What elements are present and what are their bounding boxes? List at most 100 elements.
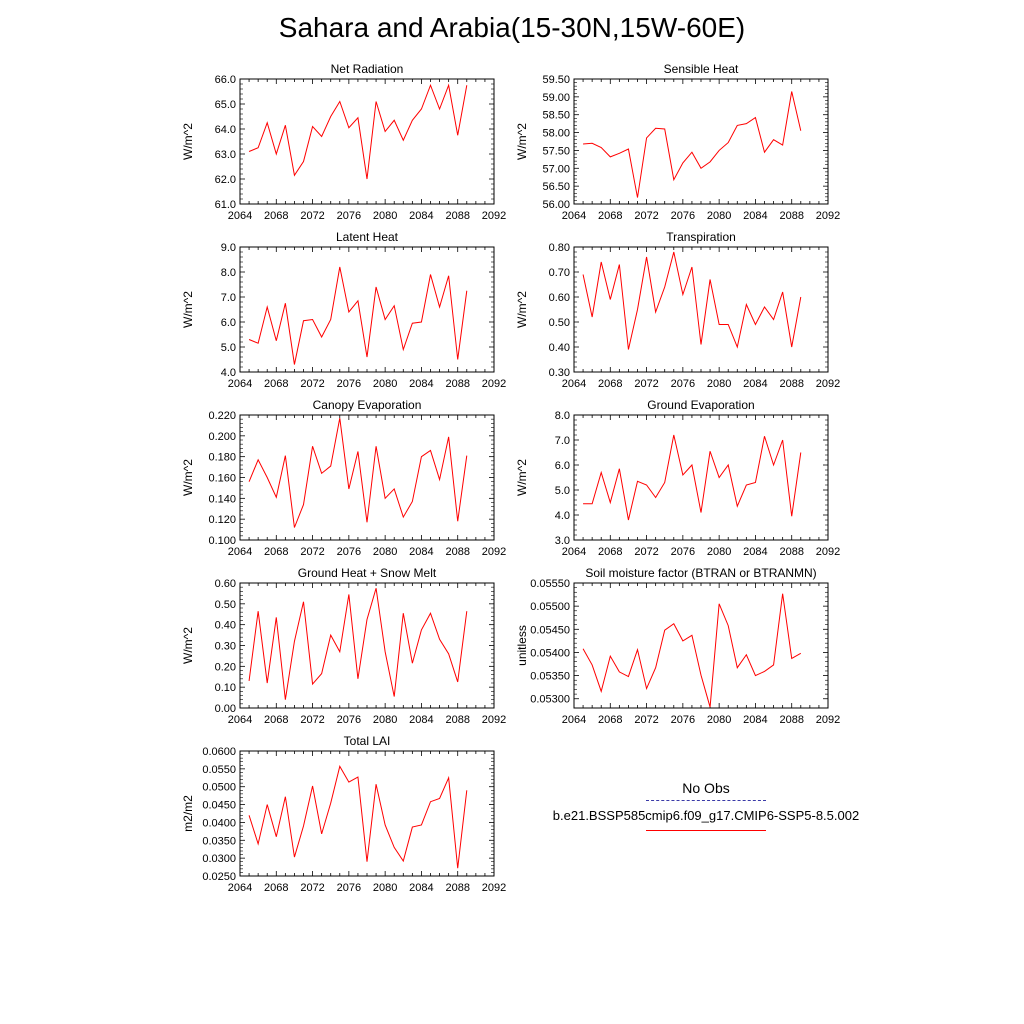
y-tick-label: 65.0 — [215, 99, 236, 111]
x-tick-label: 2068 — [264, 378, 288, 390]
x-tick-label: 2072 — [634, 546, 658, 558]
y-tick-label: 0.30 — [549, 367, 570, 379]
chart-title: Ground Heat + Snow Melt — [298, 566, 437, 580]
x-tick-label: 2064 — [228, 882, 252, 894]
x-tick-label: 2068 — [598, 714, 622, 726]
y-tick-label: 7.0 — [555, 435, 570, 447]
x-tick-label: 2072 — [300, 546, 324, 558]
page-title: Sahara and Arabia(15-30N,15W-60E) — [278, 12, 746, 43]
x-tick-label: 2080 — [373, 714, 397, 726]
x-tick-label: 2064 — [228, 546, 252, 558]
x-tick-label: 2076 — [671, 546, 695, 558]
chart-panel-4: Transpiration W/m^2 2064 2068 2072 2076 2080 20… — [515, 230, 840, 390]
x-tick-label: 2080 — [707, 378, 731, 390]
y-tick-label: 0.05500 — [530, 601, 570, 613]
x-tick-label: 2064 — [562, 714, 586, 726]
chart-title: Soil moisture factor (BTRAN or BTRANMN) — [585, 566, 816, 580]
data-series-line — [248, 83, 468, 180]
y-tick-label: 5.0 — [555, 485, 570, 497]
y-tick-label: 0.70 — [549, 267, 570, 279]
x-tick-label: 2080 — [707, 714, 731, 726]
y-tick-label: 0.0550 — [202, 764, 236, 776]
y-tick-label: 57.00 — [542, 163, 570, 175]
y-tick-label: 0.0500 — [202, 782, 236, 794]
y-tick-label: 9.0 — [221, 242, 236, 254]
x-tick-label: 2076 — [671, 210, 695, 222]
x-tick-label: 2084 — [743, 714, 767, 726]
x-tick-label: 2064 — [562, 378, 586, 390]
y-tick-label: 56.50 — [542, 181, 570, 193]
y-tick-label: 8.0 — [221, 267, 236, 279]
chart-title: Sensible Heat — [664, 62, 739, 76]
y-tick-label: 61.0 — [215, 199, 236, 211]
x-tick-label: 2080 — [373, 546, 397, 558]
chart-panel-9: Total LAI m2/m2 2064 2068 2072 2076 2080 2084 20… — [181, 734, 506, 894]
y-tick-label: 0.10 — [215, 682, 236, 694]
y-tick-label: 0.120 — [208, 514, 236, 526]
y-tick-label: 0.20 — [215, 661, 236, 673]
data-series-line — [583, 434, 802, 521]
y-axis-label: W/m^2 — [515, 291, 529, 328]
y-tick-label: 56.00 — [542, 199, 570, 211]
x-tick-label: 2072 — [300, 714, 324, 726]
x-tick-label: 2084 — [743, 546, 767, 558]
y-tick-label: 0.05550 — [530, 578, 570, 590]
x-tick-label: 2088 — [445, 210, 469, 222]
x-tick-label: 2080 — [707, 546, 731, 558]
y-tick-label: 5.0 — [221, 342, 236, 354]
x-tick-label: 2080 — [373, 210, 397, 222]
x-tick-label: 2080 — [373, 378, 397, 390]
data-series-line — [248, 588, 468, 700]
y-tick-label: 0.05450 — [530, 624, 570, 636]
y-axis-label: W/m^2 — [181, 291, 195, 328]
chart-title: Transpiration — [666, 230, 736, 244]
y-axis-label: m2/m2 — [181, 795, 195, 832]
x-tick-label: 2064 — [228, 378, 252, 390]
y-axis-label: W/m^2 — [181, 459, 195, 496]
x-tick-label: 2092 — [816, 546, 840, 558]
x-tick-label: 2092 — [482, 714, 506, 726]
data-series-line — [248, 765, 468, 869]
y-tick-label: 0.0300 — [202, 853, 236, 865]
y-tick-label: 63.0 — [215, 149, 236, 161]
x-tick-label: 2068 — [264, 210, 288, 222]
y-tick-label: 6.0 — [555, 460, 570, 472]
x-tick-label: 2088 — [445, 882, 469, 894]
chart-panel-1: Net Radiation W/m^2 2064 2068 2072 2076 2080 20… — [181, 62, 506, 222]
y-tick-label: 58.50 — [542, 110, 570, 122]
x-tick-label: 2084 — [409, 210, 433, 222]
plot-frame — [573, 246, 829, 373]
x-tick-label: 2084 — [743, 210, 767, 222]
data-series-line — [248, 418, 468, 528]
y-tick-label: 0.40 — [549, 342, 570, 354]
y-tick-label: 66.0 — [215, 74, 236, 86]
x-tick-label: 2092 — [816, 714, 840, 726]
x-tick-label: 2064 — [562, 546, 586, 558]
y-tick-label: 0.50 — [549, 317, 570, 329]
y-tick-label: 8.0 — [555, 410, 570, 422]
y-tick-label: 0.05400 — [530, 647, 570, 659]
y-tick-label: 62.0 — [215, 174, 236, 186]
x-tick-label: 2072 — [300, 882, 324, 894]
x-tick-label: 2072 — [634, 378, 658, 390]
x-tick-label: 2092 — [482, 546, 506, 558]
x-tick-label: 2092 — [816, 210, 840, 222]
chart-title: Canopy Evaporation — [313, 398, 422, 412]
y-axis-label: W/m^2 — [515, 459, 529, 496]
y-tick-label: 0.05350 — [530, 671, 570, 683]
x-tick-label: 2068 — [598, 210, 622, 222]
chart-title: Net Radiation — [331, 62, 404, 76]
x-tick-label: 2084 — [409, 882, 433, 894]
plot-frame — [239, 582, 495, 709]
x-tick-label: 2064 — [228, 714, 252, 726]
plot-frame — [239, 78, 495, 205]
y-tick-label: 0.180 — [208, 452, 236, 464]
plot-frame — [573, 414, 829, 541]
y-tick-label: 0.0600 — [202, 746, 236, 758]
y-tick-label: 59.50 — [542, 74, 570, 86]
x-tick-label: 2076 — [671, 714, 695, 726]
x-tick-label: 2088 — [779, 210, 803, 222]
data-series-line — [582, 251, 802, 350]
legend-case-line — [646, 830, 766, 831]
y-tick-label: 6.0 — [221, 317, 236, 329]
